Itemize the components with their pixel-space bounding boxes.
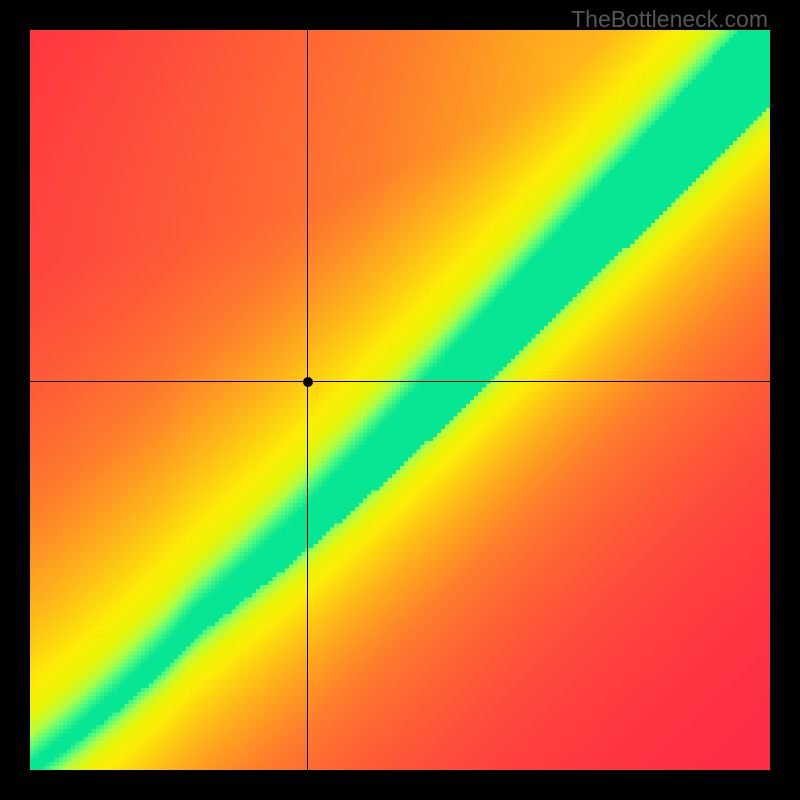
crosshair-marker: [303, 377, 313, 387]
crosshair-vertical: [307, 30, 308, 770]
watermark-text: TheBottleneck.com: [571, 6, 768, 33]
chart-container: { "watermark": { "text": "TheBottleneck.…: [0, 0, 800, 800]
crosshair-horizontal: [30, 381, 770, 382]
bottleneck-heatmap: [30, 30, 770, 770]
